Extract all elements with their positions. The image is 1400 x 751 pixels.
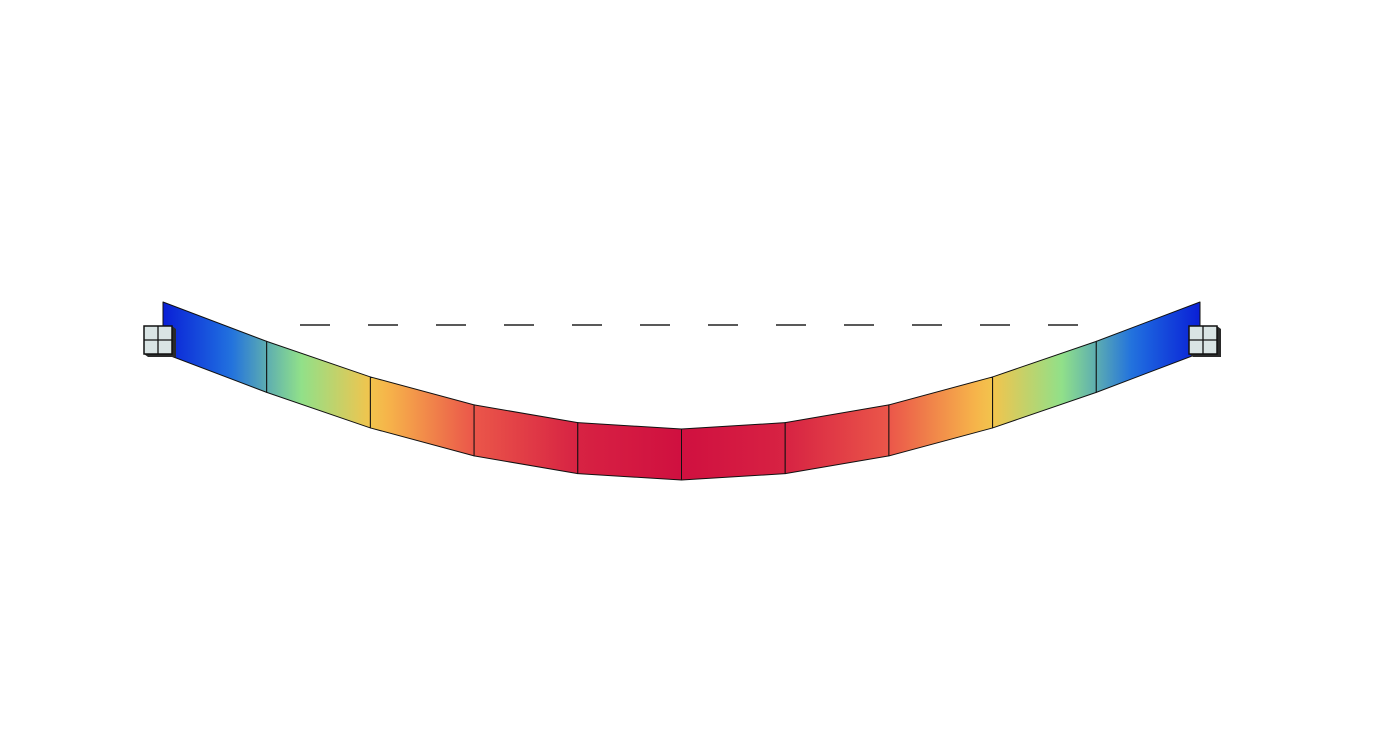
beam-element-5	[577, 422, 682, 481]
beam-element-1	[162, 301, 268, 393]
left-fixed-support	[143, 325, 176, 357]
supports-group	[143, 325, 1221, 357]
right-fixed-support	[1188, 325, 1221, 357]
beam-element-10	[1095, 301, 1201, 393]
beam-element-7	[784, 404, 890, 475]
beam-element-9	[992, 340, 1097, 429]
beam-element-2	[266, 340, 371, 429]
beam-element-8	[888, 376, 994, 457]
beam-element-3	[369, 376, 475, 457]
beam-element-6	[681, 422, 786, 481]
beam-element-4	[473, 404, 579, 475]
beam-elements	[162, 301, 1201, 481]
